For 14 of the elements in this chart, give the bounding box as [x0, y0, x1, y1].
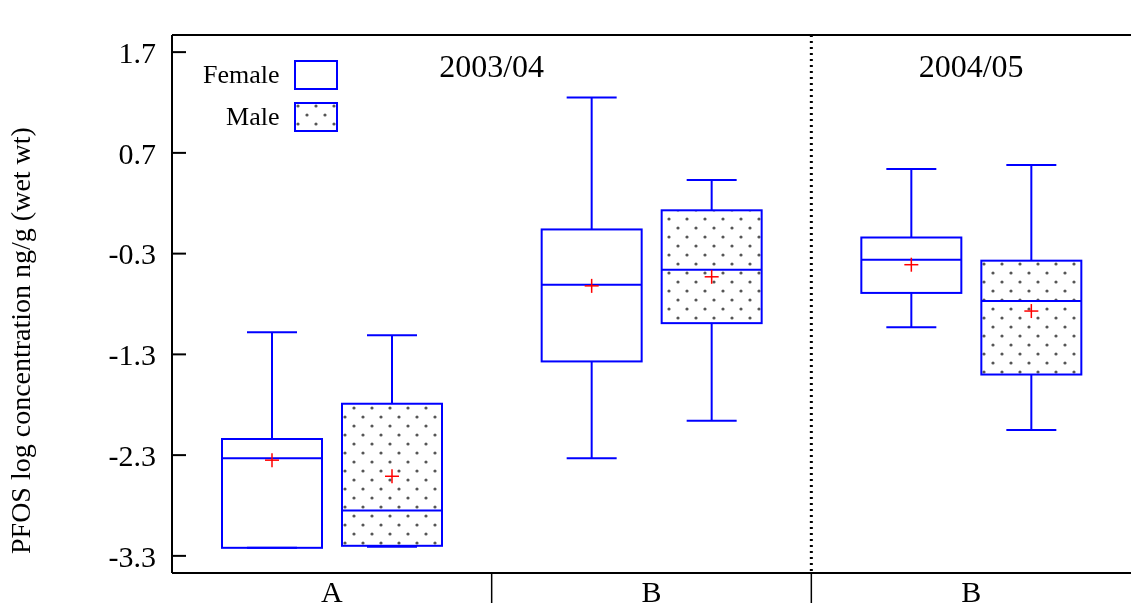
y-tick-label: 1.7 [118, 35, 156, 69]
y-tick-label: 0.7 [118, 136, 156, 170]
x-tick-label: B [641, 575, 662, 609]
legend-label: Male [226, 102, 280, 132]
x-tick-label: A [321, 575, 343, 609]
y-tick-label: -1.3 [108, 338, 156, 372]
annotation: 2004/05 [918, 48, 1024, 84]
annotation: 2003/04 [439, 48, 545, 84]
y-axis-title: PFOS log concentration ng/g (wet wt) [4, 127, 36, 554]
y-tick-label: -3.3 [108, 539, 156, 573]
x-tick-label: B [961, 575, 982, 609]
y-tick-label: -0.3 [108, 237, 156, 271]
y-tick-label: -2.3 [108, 438, 156, 472]
legend-label: Female [203, 60, 280, 90]
